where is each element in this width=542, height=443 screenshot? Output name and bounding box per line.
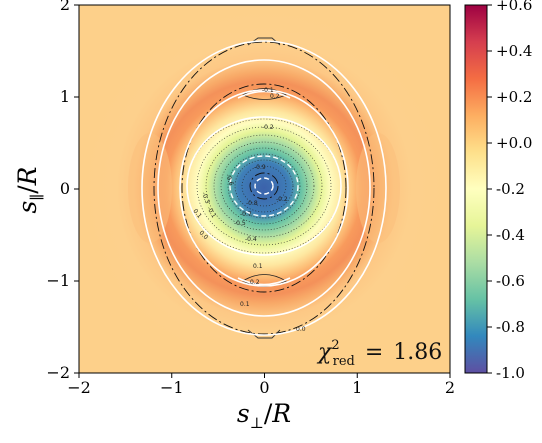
x-axis-label: s⊥/R (237, 399, 291, 432)
colorbar-tick-label: +0.6 (496, 0, 532, 14)
contour-neg-6 (227, 153, 301, 219)
field-radial (79, 5, 449, 372)
y-tick-label: −1 (46, 271, 70, 290)
contour-neg-3 (205, 134, 323, 238)
contour-neg-7 (234, 159, 294, 213)
y-tick-label: −2 (46, 363, 70, 382)
contour-label-5: -0.3 (200, 191, 211, 205)
contour-model-3 (179, 89, 349, 287)
contour-neg-2 (196, 126, 332, 246)
contour-neg-4 (213, 141, 315, 231)
contour-label-6: -0.4 (245, 236, 257, 243)
field-side-right (356, 133, 400, 243)
contour-label-3: -0.1 (262, 87, 274, 94)
x-tick-label: 2 (445, 378, 455, 397)
colorbar-ticks: +0.6 +0.4 +0.2 +0.0 -0.2 -0.4 -0.6 -0.8 -1.0 (487, 0, 532, 382)
chi2-equals: = (365, 340, 383, 365)
x-tick-label: −1 (160, 378, 184, 397)
contour-model-inner (229, 155, 299, 217)
colorbar-tick-label: -0.4 (496, 226, 525, 244)
chi2-annotation: χ2 red = 1.86 (316, 338, 442, 369)
colorbar-tick-label: -0.6 (496, 272, 525, 290)
contour-data-outer (153, 41, 375, 335)
model-contours (141, 40, 387, 336)
chi2-sub: red (333, 354, 355, 369)
contour-label-10: -0.8 (246, 200, 258, 207)
y-tick-label: 2 (60, 0, 70, 14)
field-side-left (128, 133, 172, 243)
colorbar-tick-label: +0.0 (496, 134, 532, 152)
y-axis-ticks: −2 −1 0 1 2 (46, 0, 79, 382)
contour-label-1: 0.1 (240, 301, 250, 308)
colorbar-tick-label: +0.2 (496, 88, 532, 106)
x-axis-ticks: −2 −1 0 1 2 (67, 373, 455, 397)
contour-label-11: -0.9 (254, 164, 266, 171)
contour-model-1 (141, 40, 387, 336)
chi2-sup: 2 (331, 338, 339, 353)
colorbar (464, 4, 488, 374)
plot-area: 0.0 0.1 0.1 -0.1 -0.2 -0.3 -0.4 -0.5 -0.… (79, 5, 450, 373)
y-tick-label: 0 (60, 179, 70, 198)
contour-label-14: 0.1 (191, 208, 203, 220)
data-contours (153, 41, 375, 335)
chi2-value: 1.86 (393, 340, 442, 365)
model-contours-dashed (229, 155, 299, 217)
colorbar-tick-label: -0.2 (496, 180, 525, 198)
contour-label-4: -0.2 (262, 124, 274, 131)
contour-label-16: 0.2 (270, 93, 280, 100)
contour-label-0: 0.0 (296, 326, 306, 333)
x-tick-label: −2 (67, 378, 91, 397)
x-tick-label: 1 (352, 378, 362, 397)
contour-model-core (254, 177, 274, 195)
y-axis-label: s∥/R (13, 166, 46, 213)
contour-label-9: -0.7 (240, 211, 252, 218)
contour-data-core (249, 172, 279, 200)
contour-label-7: -0.5 (234, 220, 246, 227)
x-tick-label: 0 (259, 378, 269, 397)
y-tick-label: 1 (60, 87, 70, 106)
contour-model-4 (186, 116, 342, 256)
contour-label-2: 0.1 (253, 263, 263, 270)
contour-label-17: 0.2 (250, 279, 260, 286)
contour-model-2 (157, 59, 371, 317)
contour-model-bottom-arc (237, 277, 291, 286)
colorbar-tick-label: +0.4 (496, 42, 532, 60)
contour-data-mid (181, 83, 347, 293)
colorbar-tick-label: -0.8 (496, 318, 525, 336)
contour-neg-8 (241, 165, 287, 207)
colorbar-tick-label: -1.0 (496, 364, 525, 382)
contour-neg-5 (220, 147, 308, 225)
contour-label-12: -0.2 (276, 196, 288, 203)
chi2-symbol: χ (316, 340, 333, 365)
contour-label-15: 0.0 (198, 229, 210, 241)
contour-labels: 0.0 0.1 0.1 -0.1 -0.2 -0.3 -0.4 -0.5 -0.… (191, 87, 305, 333)
contour-label-8: -0.6 (224, 173, 235, 187)
contour-model-top-arc (237, 90, 291, 99)
